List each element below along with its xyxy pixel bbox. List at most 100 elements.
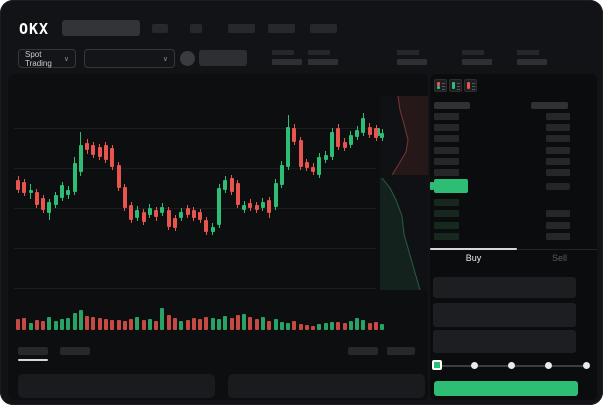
- stat-value-placeholder: [397, 59, 427, 65]
- chart-gridline: [14, 248, 376, 249]
- tab-buy[interactable]: Buy: [465, 253, 482, 263]
- order-panel: Buy Sell: [430, 74, 597, 400]
- volume-bar: [304, 325, 309, 330]
- nav-item-placeholder[interactable]: [190, 24, 202, 33]
- volume-bar: [91, 317, 96, 330]
- volume-bar: [267, 321, 272, 330]
- candle-body: [141, 212, 146, 222]
- slider-dot[interactable]: [470, 362, 478, 369]
- volume-bar: [361, 320, 366, 330]
- ask-row[interactable]: [430, 135, 597, 143]
- candle-body: [217, 188, 221, 225]
- market-type-dropdown[interactable]: Spot Trading ∨: [18, 49, 76, 68]
- candle-body: [166, 210, 171, 227]
- slider-dot[interactable]: [582, 362, 590, 369]
- ask-row[interactable]: [430, 157, 597, 166]
- candle-body: [273, 183, 278, 207]
- ask-size-bar: [546, 146, 570, 154]
- candle-body: [286, 127, 290, 167]
- volume-bar: [22, 318, 27, 330]
- buy-tab-indicator: [430, 248, 517, 250]
- book-view-asks-icon[interactable]: [464, 79, 477, 92]
- candle-body: [235, 183, 240, 205]
- volume-bar: [286, 323, 290, 330]
- volume-bar: [28, 323, 33, 330]
- candle-body: [254, 205, 259, 210]
- volume-bar: [229, 318, 234, 330]
- icon-bar: [467, 82, 470, 89]
- volume-bar: [242, 314, 247, 330]
- ask-row[interactable]: [430, 113, 597, 121]
- candle-body: [72, 163, 77, 192]
- book-view-both-icon[interactable]: [434, 79, 447, 92]
- pair-select-dropdown[interactable]: ∨: [84, 49, 175, 68]
- volume-bar: [97, 318, 102, 330]
- volume-bar: [147, 319, 152, 330]
- volume-bar: [311, 326, 316, 330]
- volume-bar: [41, 321, 46, 330]
- chevron-down-icon: ∨: [162, 55, 168, 63]
- candle-body: [311, 167, 316, 172]
- icon-line: [457, 83, 460, 84]
- volume-bar: [348, 321, 353, 330]
- icon-line: [472, 86, 475, 87]
- amount-input[interactable]: [433, 303, 576, 327]
- volume-bar: [279, 322, 284, 330]
- candle-body: [116, 165, 121, 188]
- bottom-tab-placeholder[interactable]: [18, 347, 48, 355]
- candle-body: [380, 133, 385, 138]
- bid-row[interactable]: [430, 233, 597, 241]
- nav-item-placeholder[interactable]: [268, 24, 295, 33]
- chart-gridline: [14, 208, 376, 209]
- candle-body: [22, 182, 27, 193]
- icon-line: [472, 89, 475, 90]
- volume-bar: [223, 316, 228, 330]
- volume-bar: [34, 320, 39, 330]
- ask-row[interactable]: [430, 146, 597, 155]
- candle-body: [185, 208, 190, 215]
- bid-size-bar: [546, 210, 570, 218]
- volume-bar: [191, 318, 196, 330]
- total-input[interactable]: [433, 330, 576, 353]
- slider-handle[interactable]: [432, 360, 442, 370]
- candle-body: [66, 190, 71, 195]
- candle-body: [147, 208, 152, 215]
- book-view-bids-icon[interactable]: [449, 79, 462, 92]
- bid-row[interactable]: [430, 199, 597, 207]
- nav-item-placeholder[interactable]: [152, 24, 168, 33]
- bottom-tab-placeholder[interactable]: [60, 347, 90, 355]
- price-input[interactable]: [433, 277, 576, 298]
- volume-bar: [185, 320, 190, 330]
- ask-size-bar: [546, 157, 570, 165]
- nav-item-placeholder[interactable]: [310, 24, 337, 33]
- search-box[interactable]: [62, 20, 140, 36]
- bottom-tab-placeholder[interactable]: [387, 347, 415, 355]
- candle-body: [355, 130, 360, 137]
- nav-item-placeholder[interactable]: [228, 24, 255, 33]
- bid-row[interactable]: [430, 210, 597, 218]
- slider-dot[interactable]: [545, 362, 553, 369]
- tab-sell[interactable]: Sell: [551, 253, 567, 263]
- candle-body: [78, 145, 83, 172]
- bid-row[interactable]: [430, 221, 597, 230]
- candle-body: [367, 127, 372, 135]
- chart-panel[interactable]: [8, 74, 428, 400]
- candle-body: [260, 202, 265, 208]
- slider-dot[interactable]: [508, 362, 515, 369]
- buy-submit-button[interactable]: [434, 381, 578, 396]
- ask-row[interactable]: [430, 169, 597, 177]
- volume-bar: [141, 320, 146, 330]
- candle-body: [53, 195, 58, 205]
- volume-bar: [254, 319, 259, 330]
- ask-price-bar: [434, 157, 459, 165]
- candle-body: [248, 203, 253, 208]
- candle-body: [279, 165, 284, 185]
- volume-bar: [85, 316, 90, 330]
- ask-row[interactable]: [430, 124, 597, 132]
- volume-bar: [129, 319, 133, 330]
- stat-value-placeholder: [462, 59, 492, 65]
- stat-value-placeholder: [272, 59, 302, 65]
- bottom-tab-placeholder[interactable]: [348, 347, 378, 355]
- stat-label-placeholder: [462, 50, 484, 55]
- last-price-badge[interactable]: [434, 179, 468, 193]
